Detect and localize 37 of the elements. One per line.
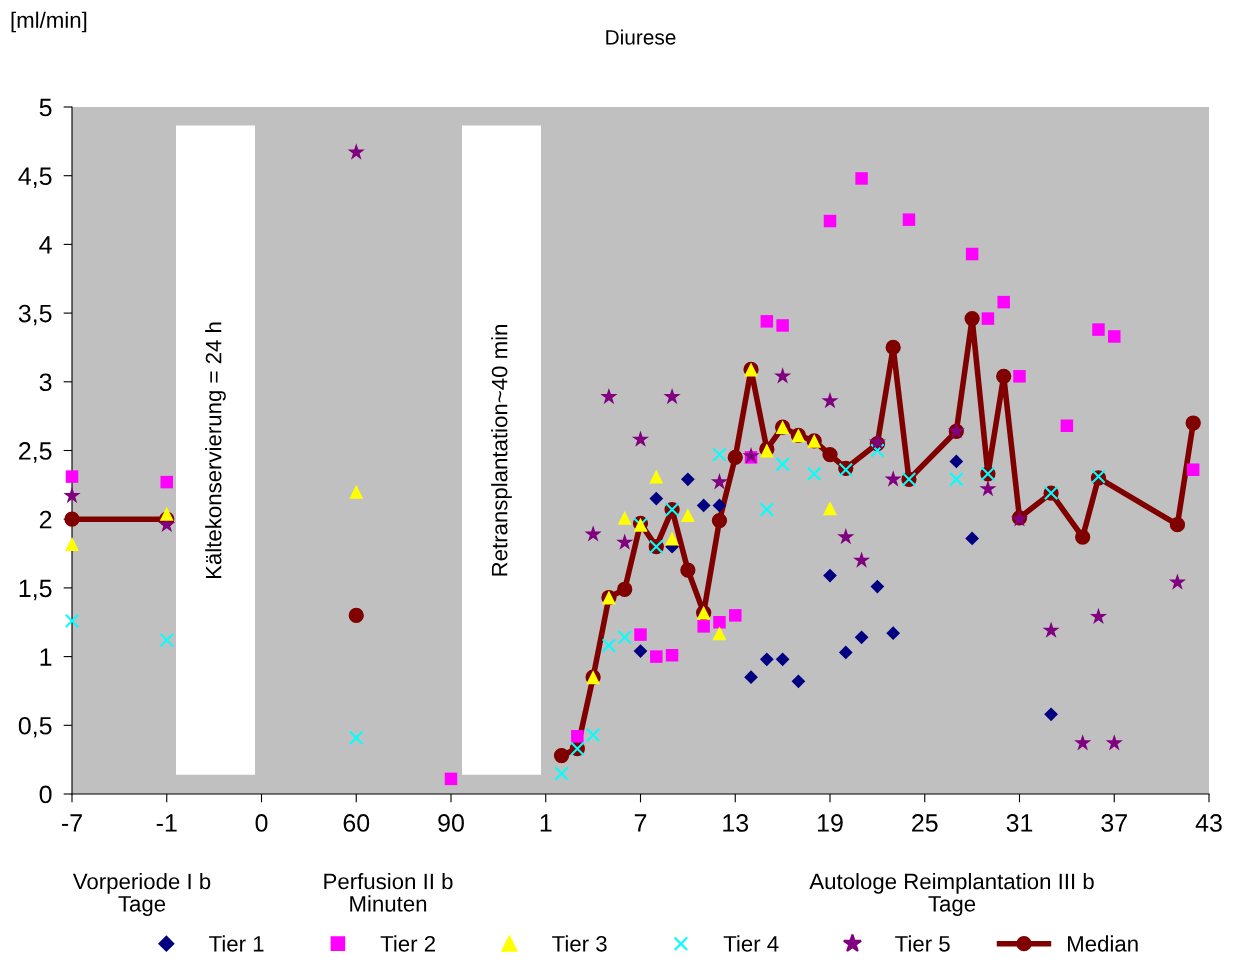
x-tick-label: 31 <box>1006 814 1033 832</box>
chart-title: Diurese <box>606 29 676 45</box>
x-tick-label: 43 <box>1195 814 1222 832</box>
legend-label: Tier 5 <box>895 935 950 952</box>
y-tick-label: 4 <box>39 236 52 254</box>
y-tick-label: 1,5 <box>19 579 52 601</box>
x-tick-label: 7 <box>634 814 647 832</box>
y-tick-label: 0 <box>39 785 52 804</box>
y-tick-label: 4,5 <box>18 167 52 188</box>
y-tick-label: 2,5 <box>19 442 52 463</box>
annotation: Kältekonservierung = 24 h <box>205 322 226 579</box>
y-tick-label: 3,5 <box>18 304 52 326</box>
legend-label: Tier 3 <box>552 935 607 952</box>
y-tick-label: 2 <box>39 510 52 529</box>
y-tick-label: 1 <box>40 648 52 666</box>
legend-label: Tier 2 <box>380 935 435 952</box>
text: Vorperiode I b Tage <box>72 873 211 917</box>
x-tick-label: 1 <box>540 814 552 832</box>
y-tick-label: 0,5 <box>18 716 52 738</box>
annotation: Retransplantation~40 min <box>491 325 512 576</box>
y-tick-label: 5 <box>39 98 52 117</box>
x-tick-label: -7 <box>62 814 82 832</box>
x-tick-label: 60 <box>343 814 370 832</box>
legend-label: Tier 4 <box>723 935 779 952</box>
legend-label: Median <box>1068 935 1138 952</box>
text: Autologe Reimplantation III b Tage <box>809 873 1094 917</box>
x-tick-label: 25 <box>912 814 938 832</box>
x-tick-label: 90 <box>438 814 464 832</box>
x-tick-label: 13 <box>723 814 749 832</box>
x-tick-label: -1 <box>156 814 177 832</box>
x-tick-label: 37 <box>1101 814 1127 832</box>
x-tick-label: 19 <box>818 814 843 832</box>
x-tick-label: 0 <box>255 814 268 832</box>
text: Perfusion II b Minuten <box>324 873 453 912</box>
y-tick-label: 3 <box>39 373 52 392</box>
y-axis-title: [ml/min] <box>11 11 87 33</box>
legend-label: Tier 1 <box>209 935 264 952</box>
